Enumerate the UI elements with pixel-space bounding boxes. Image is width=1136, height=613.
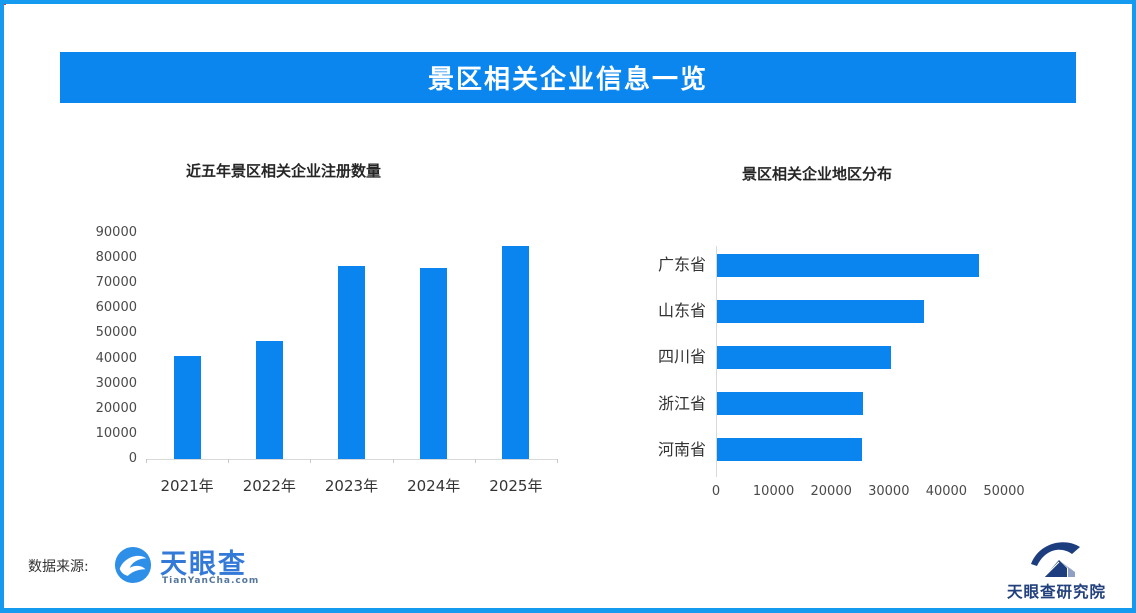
- tianyancha-logo-icon: [114, 546, 152, 588]
- registrations-chart-title: 近五年景区相关企业注册数量: [186, 162, 382, 180]
- page-title-banner: 景区相关企业信息一览: [60, 52, 1076, 103]
- y-category-label: 山东省: [657, 301, 706, 321]
- x-category-label: 2024年: [407, 477, 461, 495]
- y-tick-label: 20000: [95, 400, 137, 416]
- x-tick-label: 50000: [983, 484, 1025, 499]
- y-category-label: 河南省: [657, 439, 706, 459]
- y-category-label: 广东省: [657, 255, 706, 274]
- research-institute-name: 天眼查研究院: [1006, 583, 1106, 601]
- x-axis-tick: [557, 459, 558, 463]
- x-tick-label: 20000: [810, 484, 852, 499]
- y-category-label: 浙江省: [657, 393, 706, 413]
- y-axis-line: [716, 246, 717, 477]
- x-axis-tick: [310, 459, 312, 463]
- x-axis-tick: [228, 459, 230, 463]
- x-category-label: 2023年: [324, 477, 379, 495]
- bar-河南省: [717, 438, 863, 462]
- bar-2024年: [420, 268, 448, 459]
- research-institute-icon: [1024, 535, 1086, 583]
- x-axis-tick: [392, 459, 394, 463]
- y-category-label: 四川省: [657, 347, 706, 367]
- y-tick-label: 0: [128, 451, 137, 466]
- x-category-label: 2025年: [489, 477, 543, 495]
- x-tick-label: 0: [711, 484, 721, 499]
- bar-2022年: [255, 340, 283, 459]
- bar-广东省: [717, 253, 980, 277]
- x-tick-label: 10000: [752, 484, 795, 499]
- data-source-label: 数据来源:: [28, 559, 89, 575]
- tianyancha-brand-domain: TianYanCha.com: [162, 576, 260, 586]
- x-tick-label: 40000: [925, 484, 968, 499]
- region-chart-title: 景区相关企业地区分布: [742, 165, 893, 183]
- y-tick-label: 70000: [95, 275, 137, 291]
- bar-浙江省: [717, 392, 864, 416]
- bar-2025年: [502, 245, 530, 459]
- bar-2021年: [173, 356, 201, 459]
- bar-四川省: [717, 345, 891, 369]
- y-tick-label: 90000: [95, 225, 137, 240]
- bar-山东省: [717, 299, 925, 323]
- x-axis-line: [146, 459, 558, 460]
- x-tick-label: 30000: [868, 484, 910, 499]
- y-tick-label: 60000: [95, 300, 137, 316]
- y-tick-label: 40000: [95, 350, 137, 366]
- y-tick-label: 10000: [95, 425, 137, 441]
- x-axis-tick: [474, 459, 476, 463]
- y-tick-label: 50000: [95, 325, 137, 341]
- y-tick-label: 30000: [95, 375, 137, 391]
- x-category-label: 2021年: [160, 477, 214, 495]
- x-axis-tick: [146, 459, 147, 463]
- corner-mark: [4, 4, 6, 5]
- page-title: 景区相关企业信息一览: [427, 65, 708, 95]
- tianyancha-brand-name: 天眼查: [160, 549, 247, 580]
- x-category-label: 2022年: [242, 477, 296, 495]
- bar-2023年: [338, 265, 365, 459]
- y-tick-label: 80000: [95, 250, 137, 266]
